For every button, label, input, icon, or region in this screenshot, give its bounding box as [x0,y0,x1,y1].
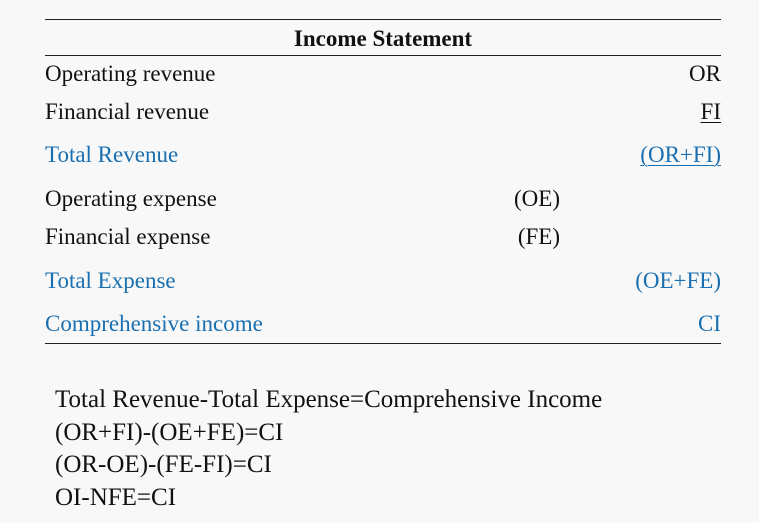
table-top-rule [45,19,721,20]
table-bottom-rule [45,343,721,344]
row-label: Financial revenue [45,99,210,124]
formula-line: Total Revenue-Total Expense=Comprehensiv… [55,386,603,413]
formula-block: Total Revenue-Total Expense=Comprehensiv… [55,384,602,514]
row-value: FI [700,99,721,124]
table-title: Income Statement [45,20,721,56]
row-value: OR [689,61,721,86]
income-statement-table: Income Statement Operating revenue OR Fi… [45,19,721,344]
formula-line: OI-NFE=CI [55,483,177,511]
row-mid-value: (OE) [514,186,560,211]
row-value: (OR+FI) [640,142,721,167]
row-label: Financial expense [45,224,211,249]
row-mid-value: (FE) [517,224,560,249]
row-label: Comprehensive income [45,311,263,336]
row-value: CI [698,311,721,336]
formula-line: (OR-OE)-(FE-FI)=CI [55,451,272,478]
row-label: Total Revenue [45,142,179,167]
row-value: (OE+FE) [635,268,721,293]
row-label: Operating revenue [45,61,216,86]
formula-line: (OR+FI)-(OE+FE)=CI [55,418,284,446]
row-label: Operating expense [45,186,217,211]
row-label: Total Expense [45,268,176,293]
